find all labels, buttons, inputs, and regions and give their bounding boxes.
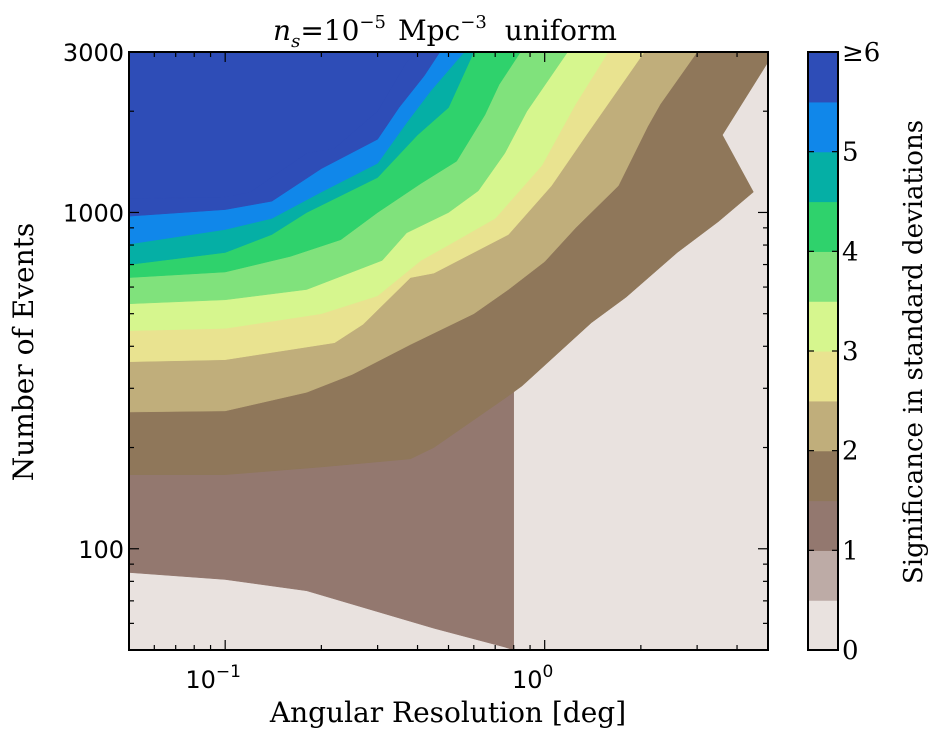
colorbar-tick-label: ≥6 (842, 38, 880, 68)
colorbar-swatch-0 (808, 600, 838, 651)
axis-ticks: 100 1000 3000 10−1 100 (63, 39, 769, 694)
title-unit-exponent: −3 (460, 12, 487, 33)
colorbar-swatch-8 (808, 201, 838, 252)
colorbar-tick-label: 3 (842, 337, 859, 367)
colorbar-tick-label: 0 (842, 636, 859, 666)
y-tick-label: 1000 (63, 199, 124, 227)
colorbar-swatch-5 (808, 351, 838, 402)
colorbar-swatch-2 (808, 500, 838, 551)
colorbar-swatch-10 (808, 101, 838, 153)
y-tick-label: 3000 (63, 39, 124, 67)
x-axis-title: Angular Resolution [deg] (269, 696, 626, 729)
y-tick-label: 100 (78, 536, 124, 564)
colorbar-tick-label: 4 (842, 237, 859, 267)
title-equals: =10 (300, 14, 359, 47)
title-unit: Mpc (398, 14, 460, 47)
colorbar-swatch-6 (808, 301, 838, 352)
colorbar-swatch-7 (808, 251, 838, 302)
colorbar-tick-label: 1 (842, 536, 859, 566)
colorbar-tick-label: 5 (842, 138, 859, 168)
title-symbol: n (273, 14, 291, 47)
colorbar-swatch-9 (808, 151, 838, 203)
title-mode: uniform (505, 14, 617, 47)
colorbar-ticks: 0 1 2 3 4 5 ≥6 (808, 38, 880, 666)
contour-band-level-6 (129, 52, 418, 199)
x-tick-label: 10−1 (185, 662, 241, 694)
plot-area (129, 52, 768, 650)
title-subscript: s (291, 31, 300, 52)
colorbar-swatch-11 (808, 52, 838, 103)
chart-title: ns=10−5 Mpc−3 uniform (273, 12, 617, 52)
title-exponent: −5 (359, 12, 386, 33)
colorbar-title: Significance in standard deviations (899, 120, 929, 584)
y-axis-title: Number of Events (7, 223, 40, 481)
x-tick-label: 100 (512, 662, 553, 694)
colorbar-swatch-3 (808, 450, 838, 502)
colorbar (808, 52, 838, 651)
colorbar-tick-label: 2 (842, 437, 859, 467)
colorbar-swatch-4 (808, 400, 838, 452)
colorbar-swatch-1 (808, 550, 838, 601)
